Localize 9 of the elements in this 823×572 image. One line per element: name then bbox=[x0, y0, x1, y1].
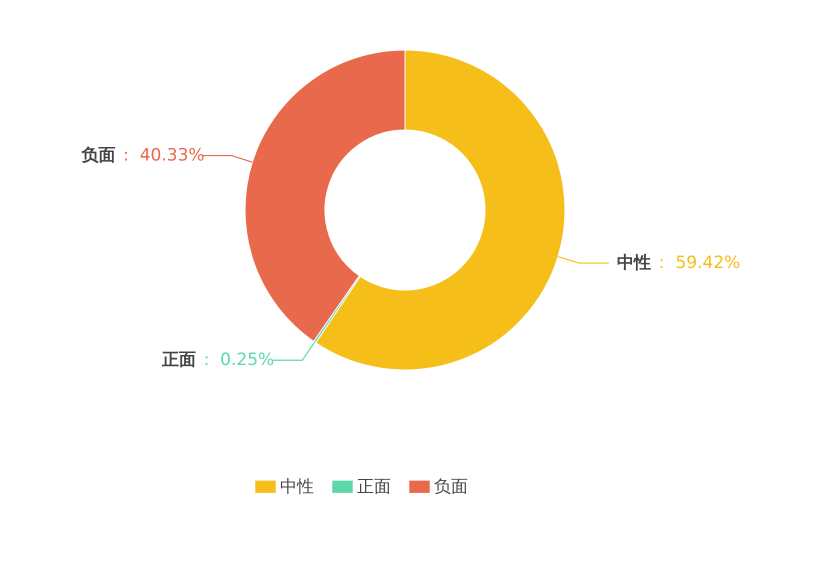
data-label: ： 0.25% bbox=[198, 350, 274, 370]
legend-label: 负面 bbox=[434, 476, 468, 497]
data-label: ： 59.42% bbox=[653, 253, 740, 274]
legend-label: 中性 bbox=[280, 476, 314, 497]
slice-label: 正面 bbox=[160, 350, 196, 370]
legend-label: 正面 bbox=[357, 476, 391, 497]
slice-label: 中性 bbox=[617, 253, 652, 274]
data-label: ： 40.33% bbox=[117, 146, 205, 166]
slice-label: 负面 bbox=[80, 146, 116, 166]
